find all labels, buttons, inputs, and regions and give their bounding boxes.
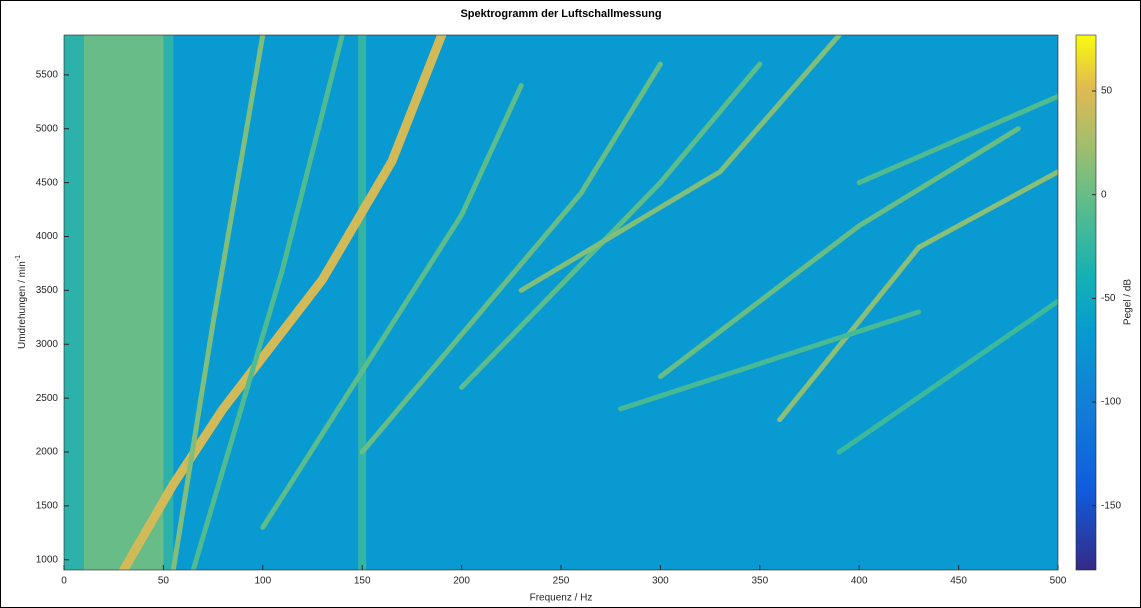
order-ridge [856,93,1058,186]
order-ridge [459,61,763,390]
order-ridge [170,35,266,570]
y-tick-label: 3500 [36,285,59,296]
y-tick-label: 2000 [36,447,59,458]
order-ridge [657,126,1021,380]
x-tick-label: 350 [751,576,768,587]
colorbar-tick-label: 0 [1101,189,1107,200]
x-axis-label: Frequenz / Hz [530,593,593,604]
x-tick-label: 500 [1050,576,1067,587]
x-tick-label: 450 [950,576,967,587]
order-ridge [359,61,663,455]
y-tick-label: 4000 [36,231,59,242]
order-ridge [119,35,447,570]
axes: 0 50 100 150 200 250 300 350 400 450 5001000150020… [36,34,1121,587]
y-tick-label: 5000 [36,123,59,134]
order-ridge [190,35,345,570]
x-tick-label: 150 [354,576,371,587]
order-ridge [260,83,524,530]
x-tick-label: 200 [453,576,470,587]
frequency-band [358,35,367,570]
y-axis-label-text: Umdrehungen / min [17,261,28,349]
y-tick-label: 1000 [36,554,59,565]
order-ridge [777,169,1058,423]
y-tick-label: 3000 [36,339,59,350]
y-tick-label: 4500 [36,177,59,188]
x-tick-label: 100 [254,576,271,587]
colorbar-tick-label: 50 [1101,86,1113,97]
frequency-band [83,35,164,570]
colorbar-tick-label: -50 [1101,293,1116,304]
background-level [64,35,1058,570]
y-tick-label: 1500 [36,501,59,512]
order-ridge [518,35,842,293]
colorbar-tick-label: -100 [1101,397,1121,408]
chart-title: Spektrogramm der Luftschallmessung [460,8,661,20]
x-tick-label: 250 [553,576,570,587]
colorbar-tick-label: -150 [1101,500,1121,511]
plot-area [64,35,1058,570]
y-axis-label: Umdrehungen / min-1 [15,255,28,349]
y-tick-label: 2500 [36,393,59,404]
x-tick-label: 400 [851,576,868,587]
order-ridge [618,309,922,412]
x-tick-label: 50 [158,576,170,587]
y-tick-label: 5500 [36,70,59,81]
x-tick-label: 0 [61,576,67,587]
x-tick-label: 300 [652,576,669,587]
colorbar-label: Pegel / dB [1123,279,1134,325]
y-axis-label-sup: -1 [15,255,22,261]
order-ridge [836,298,1058,455]
colorbar [1075,34,1097,571]
